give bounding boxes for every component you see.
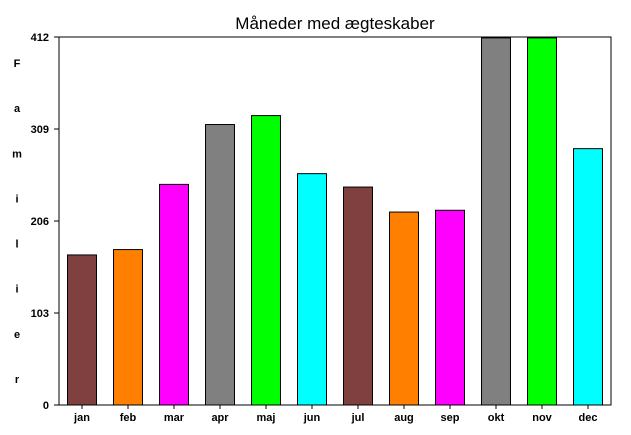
bar-jul [343, 186, 373, 406]
y-axis-ticks: 0 103 206 309 412 [31, 32, 59, 412]
bars [67, 37, 603, 406]
x-tick-label-feb: feb [120, 412, 137, 424]
x-axis-labels: jan feb mar apr maj jun jul aug sep okt nov dec [73, 405, 597, 424]
bar-feb [113, 249, 143, 406]
x-tick-label-maj: maj [257, 412, 276, 424]
bar-mar [159, 183, 189, 406]
y-tick-label: 103 [31, 308, 49, 320]
x-tick-label-sep: sep [441, 412, 460, 424]
bar-apr [205, 124, 235, 406]
y-tick-label: 206 [31, 216, 49, 228]
x-tick-label-jul: jul [351, 412, 365, 424]
bar-dec [573, 148, 603, 406]
bar-maj [251, 115, 281, 406]
y-tick-label: 0 [43, 400, 49, 412]
y-tick-label: 412 [31, 32, 49, 44]
x-tick-label-aug: aug [394, 412, 414, 424]
x-tick-label-dec: dec [579, 412, 598, 424]
bar-sep [435, 209, 465, 406]
x-tick-label-okt: okt [488, 412, 505, 424]
bar-aug [389, 211, 419, 406]
bar-jan [67, 254, 97, 406]
chart-title: Måneder med ægteskaber [235, 14, 435, 33]
x-tick-label-mar: mar [164, 412, 185, 424]
x-tick-label-apr: apr [211, 412, 229, 424]
bar-jun [297, 173, 327, 406]
x-tick-label-jan: jan [73, 412, 90, 424]
bar-nov [527, 37, 557, 406]
bar-okt [481, 37, 511, 406]
x-tick-label-jun: jun [303, 412, 321, 424]
y-tick-label: 309 [31, 124, 49, 136]
x-tick-label-nov: nov [532, 412, 552, 424]
